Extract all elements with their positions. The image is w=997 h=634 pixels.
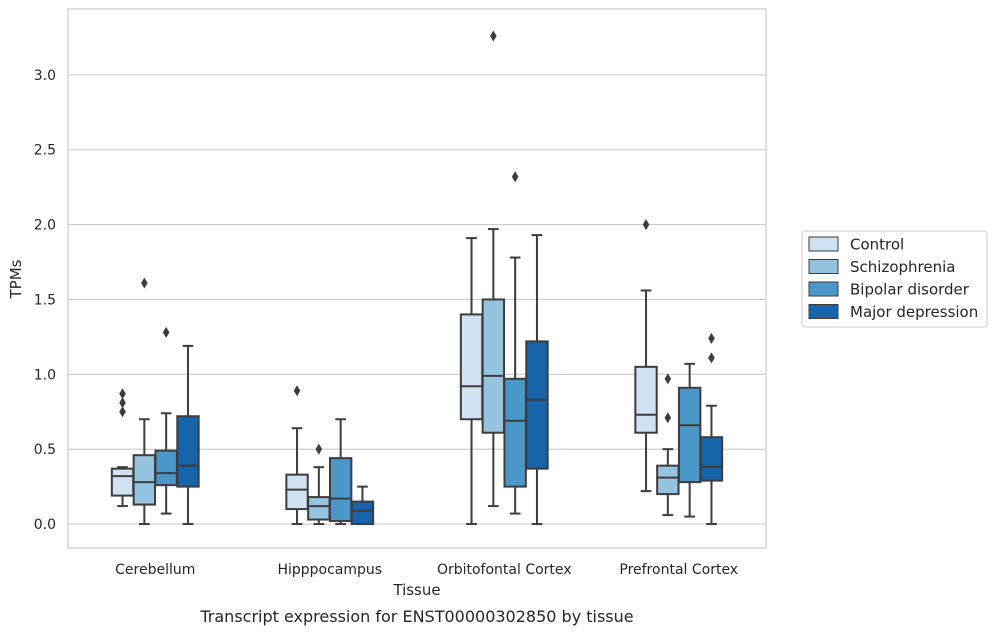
legend-label: Schizophrenia xyxy=(850,258,955,276)
y-tick-label: 2.0 xyxy=(34,218,56,234)
iqr-box xyxy=(503,377,527,488)
outlier-point xyxy=(119,388,126,400)
outlier-point xyxy=(315,443,323,455)
outlier-point xyxy=(511,171,519,183)
y-tick-label: 1.5 xyxy=(34,292,56,308)
legend-label: Bipolar disorder xyxy=(850,281,970,299)
outlier-point xyxy=(141,277,148,289)
x-tick-label: Prefrontal Cortex xyxy=(619,562,738,578)
y-tick-label: 3.0 xyxy=(34,68,56,84)
legend-swatch xyxy=(808,304,839,319)
y-tick-label: 1.0 xyxy=(34,367,56,383)
legend-label: Control xyxy=(850,236,904,254)
iqr-box xyxy=(285,473,309,511)
outlier-point xyxy=(708,332,715,344)
outlier-point xyxy=(119,397,126,409)
legend-items: Control Schizophrenia Bipolar disorder Majo… xyxy=(808,236,978,321)
box-control xyxy=(285,385,309,526)
figure-caption: Transcript expression for ENST0000030285… xyxy=(199,607,633,626)
y-axis-label: TPMs xyxy=(7,259,25,299)
outlier-point xyxy=(490,30,497,42)
x-tick-labels: Cerebellum Hipppocampus Orbitofontal Corte… xyxy=(115,562,738,578)
legend-swatch xyxy=(808,281,839,297)
legend-label: Major depression xyxy=(850,303,978,321)
box-control xyxy=(634,219,658,493)
iqr-box xyxy=(176,415,200,488)
iqr-box xyxy=(677,386,702,484)
box-schizophrenia xyxy=(481,30,506,508)
box-schizophrenia xyxy=(132,277,157,526)
iqr-box xyxy=(132,454,157,506)
legend-swatch xyxy=(808,259,839,274)
iqr-box xyxy=(154,449,178,487)
box-bipolar-disorder xyxy=(503,171,527,515)
iqr-box xyxy=(110,467,135,497)
legend: Control Schizophrenia Bipolar disorder Majo… xyxy=(801,230,988,328)
iqr-box xyxy=(350,500,375,526)
y-tick-label: 0.0 xyxy=(34,517,56,533)
y-tick-labels: 0.0 0.5 1.0 1.5 2.0 2.5 3.0 xyxy=(34,68,56,533)
outlier-point xyxy=(293,385,301,397)
legend-frame xyxy=(801,230,988,328)
y-tick-label: 2.5 xyxy=(34,143,56,159)
box-major-depression xyxy=(525,234,549,526)
y-tick-label: 0.5 xyxy=(34,442,56,458)
outlier-point xyxy=(664,373,672,385)
boxes xyxy=(110,30,724,526)
legend-swatch xyxy=(808,236,839,252)
outlier-point xyxy=(642,219,650,231)
iqr-box xyxy=(699,436,724,482)
iqr-box xyxy=(525,340,549,470)
x-tick-label: Orbitofontal Cortex xyxy=(437,562,572,578)
iqr-box xyxy=(328,457,353,523)
box-bipolar-disorder xyxy=(154,326,178,515)
x-tick-label: Cerebellum xyxy=(115,562,195,578)
outlier-point xyxy=(119,406,126,418)
iqr-box xyxy=(656,464,680,496)
iqr-box xyxy=(459,313,484,421)
box-major-depression xyxy=(176,344,200,526)
box-bipolar-disorder xyxy=(677,362,702,518)
box-major-depression xyxy=(350,485,375,526)
iqr-box xyxy=(481,298,506,434)
iqr-box xyxy=(307,496,331,521)
box-bipolar-disorder xyxy=(328,418,353,526)
outlier-point xyxy=(664,412,672,424)
iqr-box xyxy=(634,365,658,434)
x-tick-label: Hipppocampus xyxy=(277,562,382,578)
outlier-point xyxy=(708,352,715,364)
box-control xyxy=(110,388,135,508)
x-axis-label: Tissue xyxy=(392,581,440,599)
outlier-point xyxy=(162,326,170,338)
plot-frame xyxy=(67,8,767,549)
box-major-depression xyxy=(699,332,724,526)
